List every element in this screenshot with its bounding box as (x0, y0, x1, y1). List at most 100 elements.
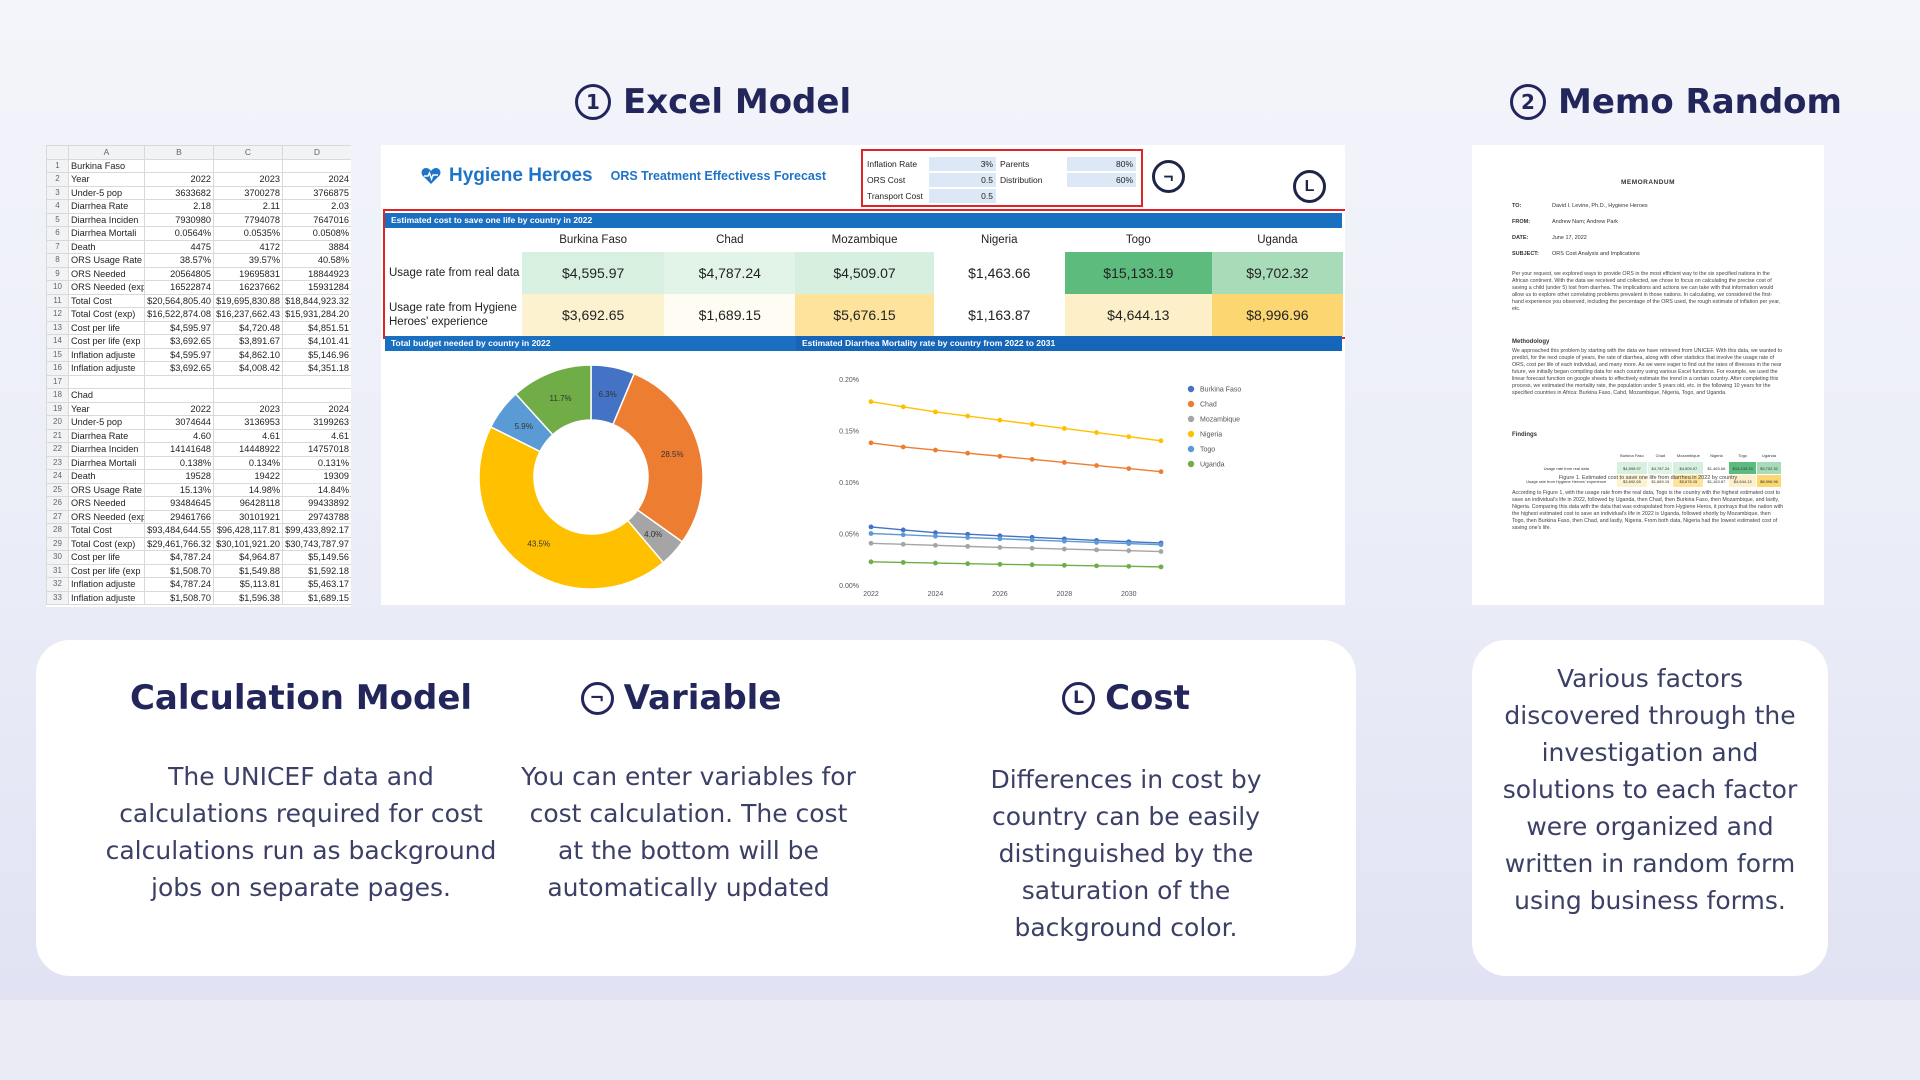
sheet-cell[interactable]: 14.98% (213, 482, 283, 497)
sheet-cell[interactable]: 16237662 (213, 280, 283, 295)
sheet-cell[interactable]: 20564805 (144, 266, 214, 281)
sheet-cell[interactable]: 0.131% (282, 455, 351, 470)
sheet-cell[interactable]: 19528 (144, 469, 214, 484)
sheet-cell[interactable]: $15,931,284.20 (282, 307, 351, 322)
sheet-cell[interactable]: Cost per life (68, 550, 145, 565)
sheet-cell[interactable]: 2.18 (144, 199, 214, 214)
sheet-cell[interactable]: Diarrhea Inciden (68, 212, 145, 227)
column-header-cell[interactable]: C (213, 145, 283, 160)
sheet-cell[interactable]: $5,463.17 (282, 577, 351, 592)
sheet-cell[interactable] (282, 374, 351, 389)
sheet-cell[interactable]: $5,113.81 (213, 577, 283, 592)
sheet-cell[interactable]: 19422 (213, 469, 283, 484)
sheet-cell[interactable] (144, 388, 214, 403)
sheet-cell[interactable]: Cost per life (exp (68, 334, 145, 349)
sheet-cell[interactable]: 40.58% (282, 253, 351, 268)
parents-input[interactable]: 80% (1067, 157, 1136, 171)
sheet-cell[interactable]: Total Cost (exp) (68, 536, 145, 551)
sheet-cell[interactable]: $1,596.38 (213, 590, 283, 605)
sheet-cell[interactable]: Inflation adjuste (68, 577, 145, 592)
sheet-cell[interactable]: $3,692.65 (144, 361, 214, 376)
column-header-cell[interactable] (46, 145, 69, 160)
sheet-cell[interactable] (213, 158, 283, 173)
sheet-cell[interactable]: 38.57% (144, 253, 214, 268)
sheet-cell[interactable]: 3074644 (144, 415, 214, 430)
ors-cost-input[interactable]: 0.5 (929, 173, 996, 187)
sheet-cell[interactable]: ORS Usage Rate (68, 482, 145, 497)
sheet-cell[interactable]: Death (68, 239, 145, 254)
sheet-cell[interactable]: 0.134% (213, 455, 283, 470)
sheet-cell[interactable]: 3700278 (213, 185, 283, 200)
sheet-cell[interactable]: 3766875 (282, 185, 351, 200)
sheet-cell[interactable]: 16522874 (144, 280, 214, 295)
sheet-cell[interactable]: 14757018 (282, 442, 351, 457)
sheet-cell[interactable]: $4,101.41 (282, 334, 351, 349)
sheet-cell[interactable]: 29743788 (282, 509, 351, 524)
sheet-cell[interactable]: 18844923 (282, 266, 351, 281)
sheet-cell[interactable]: $93,484,644.55 (144, 523, 214, 538)
sheet-cell[interactable]: $1,689.15 (282, 590, 351, 605)
sheet-cell[interactable]: 3633682 (144, 185, 214, 200)
sheet-cell[interactable] (282, 388, 351, 403)
sheet-cell[interactable]: 4.61 (282, 428, 351, 443)
sheet-cell[interactable]: 19695831 (213, 266, 283, 281)
sheet-cell[interactable]: $96,428,117.81 (213, 523, 283, 538)
sheet-cell[interactable]: Year (68, 172, 145, 187)
sheet-cell[interactable]: ORS Needed (exp (68, 509, 145, 524)
sheet-cell[interactable]: Total Cost (exp) (68, 307, 145, 322)
sheet-cell[interactable]: 15.13% (144, 482, 214, 497)
sheet-cell[interactable]: 29461766 (144, 509, 214, 524)
sheet-cell[interactable] (213, 374, 283, 389)
sheet-cell[interactable]: 4.60 (144, 428, 214, 443)
sheet-cell[interactable]: Total Cost (68, 293, 145, 308)
sheet-cell[interactable]: $18,844,923.32 (282, 293, 351, 308)
sheet-cell[interactable]: 14141648 (144, 442, 214, 457)
sheet-cell[interactable]: 93484645 (144, 496, 214, 511)
sheet-cell[interactable]: $4,720.48 (213, 320, 283, 335)
sheet-cell[interactable]: Diarrhea Rate (68, 199, 145, 214)
sheet-cell[interactable]: 7930980 (144, 212, 214, 227)
sheet-cell[interactable]: $30,101,921.20 (213, 536, 283, 551)
inflation-rate-input[interactable]: 3% (929, 157, 996, 171)
sheet-cell[interactable]: $5,149.56 (282, 550, 351, 565)
sheet-cell[interactable]: $99,433,892.17 (282, 523, 351, 538)
sheet-cell[interactable]: 0.138% (144, 455, 214, 470)
sheet-cell[interactable]: $4,964.87 (213, 550, 283, 565)
sheet-cell[interactable]: $4,595.97 (144, 347, 214, 362)
sheet-cell[interactable]: 0.0564% (144, 226, 214, 241)
sheet-cell[interactable]: Under-5 pop (68, 185, 145, 200)
sheet-cell[interactable]: 3136953 (213, 415, 283, 430)
sheet-cell[interactable] (213, 388, 283, 403)
sheet-cell[interactable]: $16,522,874.08 (144, 307, 214, 322)
distribution-input[interactable]: 60% (1067, 173, 1136, 187)
sheet-cell[interactable]: 19309 (282, 469, 351, 484)
sheet-cell[interactable]: Under-5 pop (68, 415, 145, 430)
sheet-cell[interactable]: Inflation adjuste (68, 361, 145, 376)
sheet-cell[interactable]: $1,549.88 (213, 563, 283, 578)
sheet-cell[interactable]: 7794078 (213, 212, 283, 227)
sheet-cell[interactable] (68, 374, 145, 389)
sheet-cell[interactable]: 2022 (144, 172, 214, 187)
sheet-cell[interactable]: 0.0535% (213, 226, 283, 241)
sheet-cell[interactable]: 2.03 (282, 199, 351, 214)
sheet-cell[interactable]: $20,564,805.40 (144, 293, 214, 308)
sheet-cell[interactable]: Cost per life (exp (68, 563, 145, 578)
sheet-cell[interactable]: $29,461,766.32 (144, 536, 214, 551)
sheet-cell[interactable]: 96428118 (213, 496, 283, 511)
sheet-cell[interactable]: 14.84% (282, 482, 351, 497)
sheet-cell[interactable]: $4,351.18 (282, 361, 351, 376)
sheet-cell[interactable]: Diarrhea Mortali (68, 455, 145, 470)
sheet-cell[interactable]: $4,862.10 (213, 347, 283, 362)
column-header-cell[interactable]: A (68, 145, 145, 160)
sheet-cell[interactable] (282, 158, 351, 173)
sheet-cell[interactable]: ORS Needed (exp (68, 280, 145, 295)
sheet-cell[interactable]: $3,891.67 (213, 334, 283, 349)
sheet-cell[interactable]: $4,851.51 (282, 320, 351, 335)
sheet-cell[interactable]: 2023 (213, 172, 283, 187)
sheet-cell[interactable]: 2.11 (213, 199, 283, 214)
transport-cost-input[interactable]: 0.5 (929, 189, 996, 203)
sheet-cell[interactable]: 2022 (144, 401, 214, 416)
sheet-cell[interactable]: 3884 (282, 239, 351, 254)
sheet-cell[interactable]: 2024 (282, 401, 351, 416)
sheet-cell[interactable]: $3,692.65 (144, 334, 214, 349)
